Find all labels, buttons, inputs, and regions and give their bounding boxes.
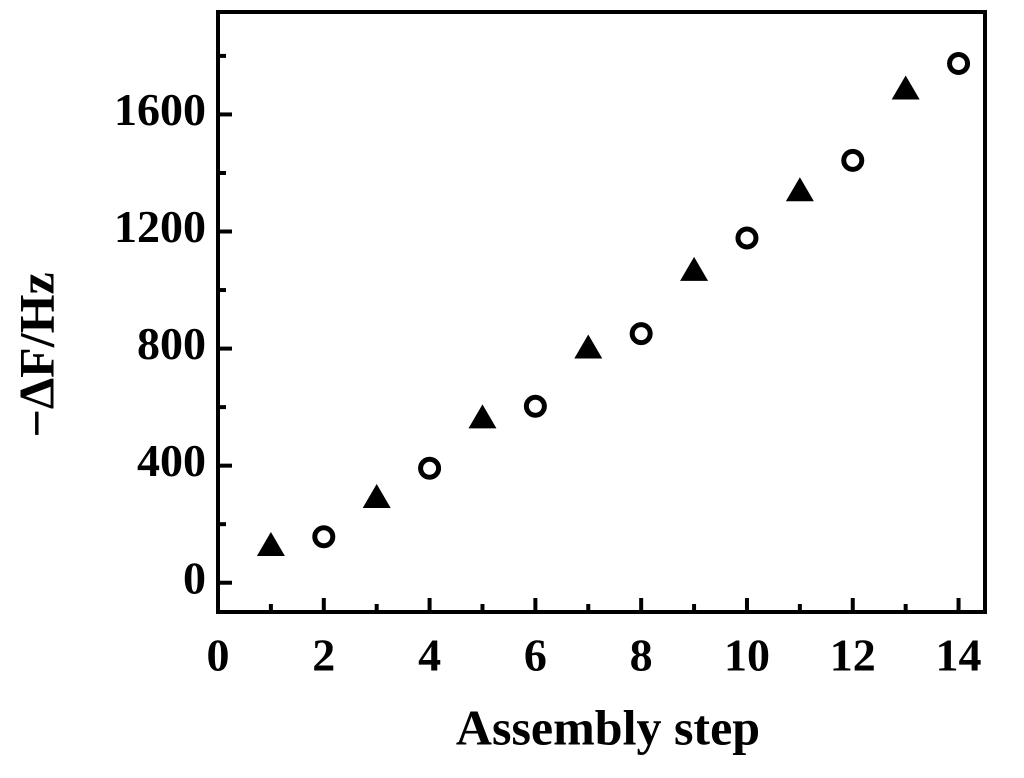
x-tick-label: 12	[830, 630, 876, 681]
x-tick-label: 10	[724, 630, 770, 681]
y-tick-label: 0	[183, 552, 206, 603]
circle-point	[523, 394, 547, 418]
y-tick-label: 800	[137, 318, 206, 369]
triangle-point	[256, 532, 285, 557]
x-axis-label: Assembly step	[456, 699, 760, 755]
y-axis-label: −ΔF/Hz	[8, 272, 64, 437]
y-tick-label: 400	[137, 435, 206, 486]
plot-frame	[216, 10, 987, 614]
circle-point	[629, 322, 653, 346]
x-tick-label: 6	[524, 630, 547, 681]
triangle-point	[680, 256, 709, 281]
triangle-point	[362, 484, 391, 509]
x-tick-label: 0	[207, 630, 230, 681]
circle-point	[947, 52, 971, 76]
triangle-point	[574, 334, 603, 359]
triangle-point	[468, 404, 497, 429]
x-tick-label: 2	[312, 630, 335, 681]
circle-point	[735, 226, 759, 250]
x-tick-label: 4	[418, 630, 441, 681]
y-tick-label: 1600	[114, 84, 206, 135]
y-tick-label: 1200	[114, 201, 206, 252]
triangle-point	[785, 177, 814, 202]
circle-point	[312, 525, 336, 549]
triangle-point	[891, 75, 920, 100]
circle-point	[418, 456, 442, 480]
x-tick-label: 8	[630, 630, 653, 681]
circle-point	[841, 148, 865, 172]
x-tick-label: 14	[936, 630, 982, 681]
